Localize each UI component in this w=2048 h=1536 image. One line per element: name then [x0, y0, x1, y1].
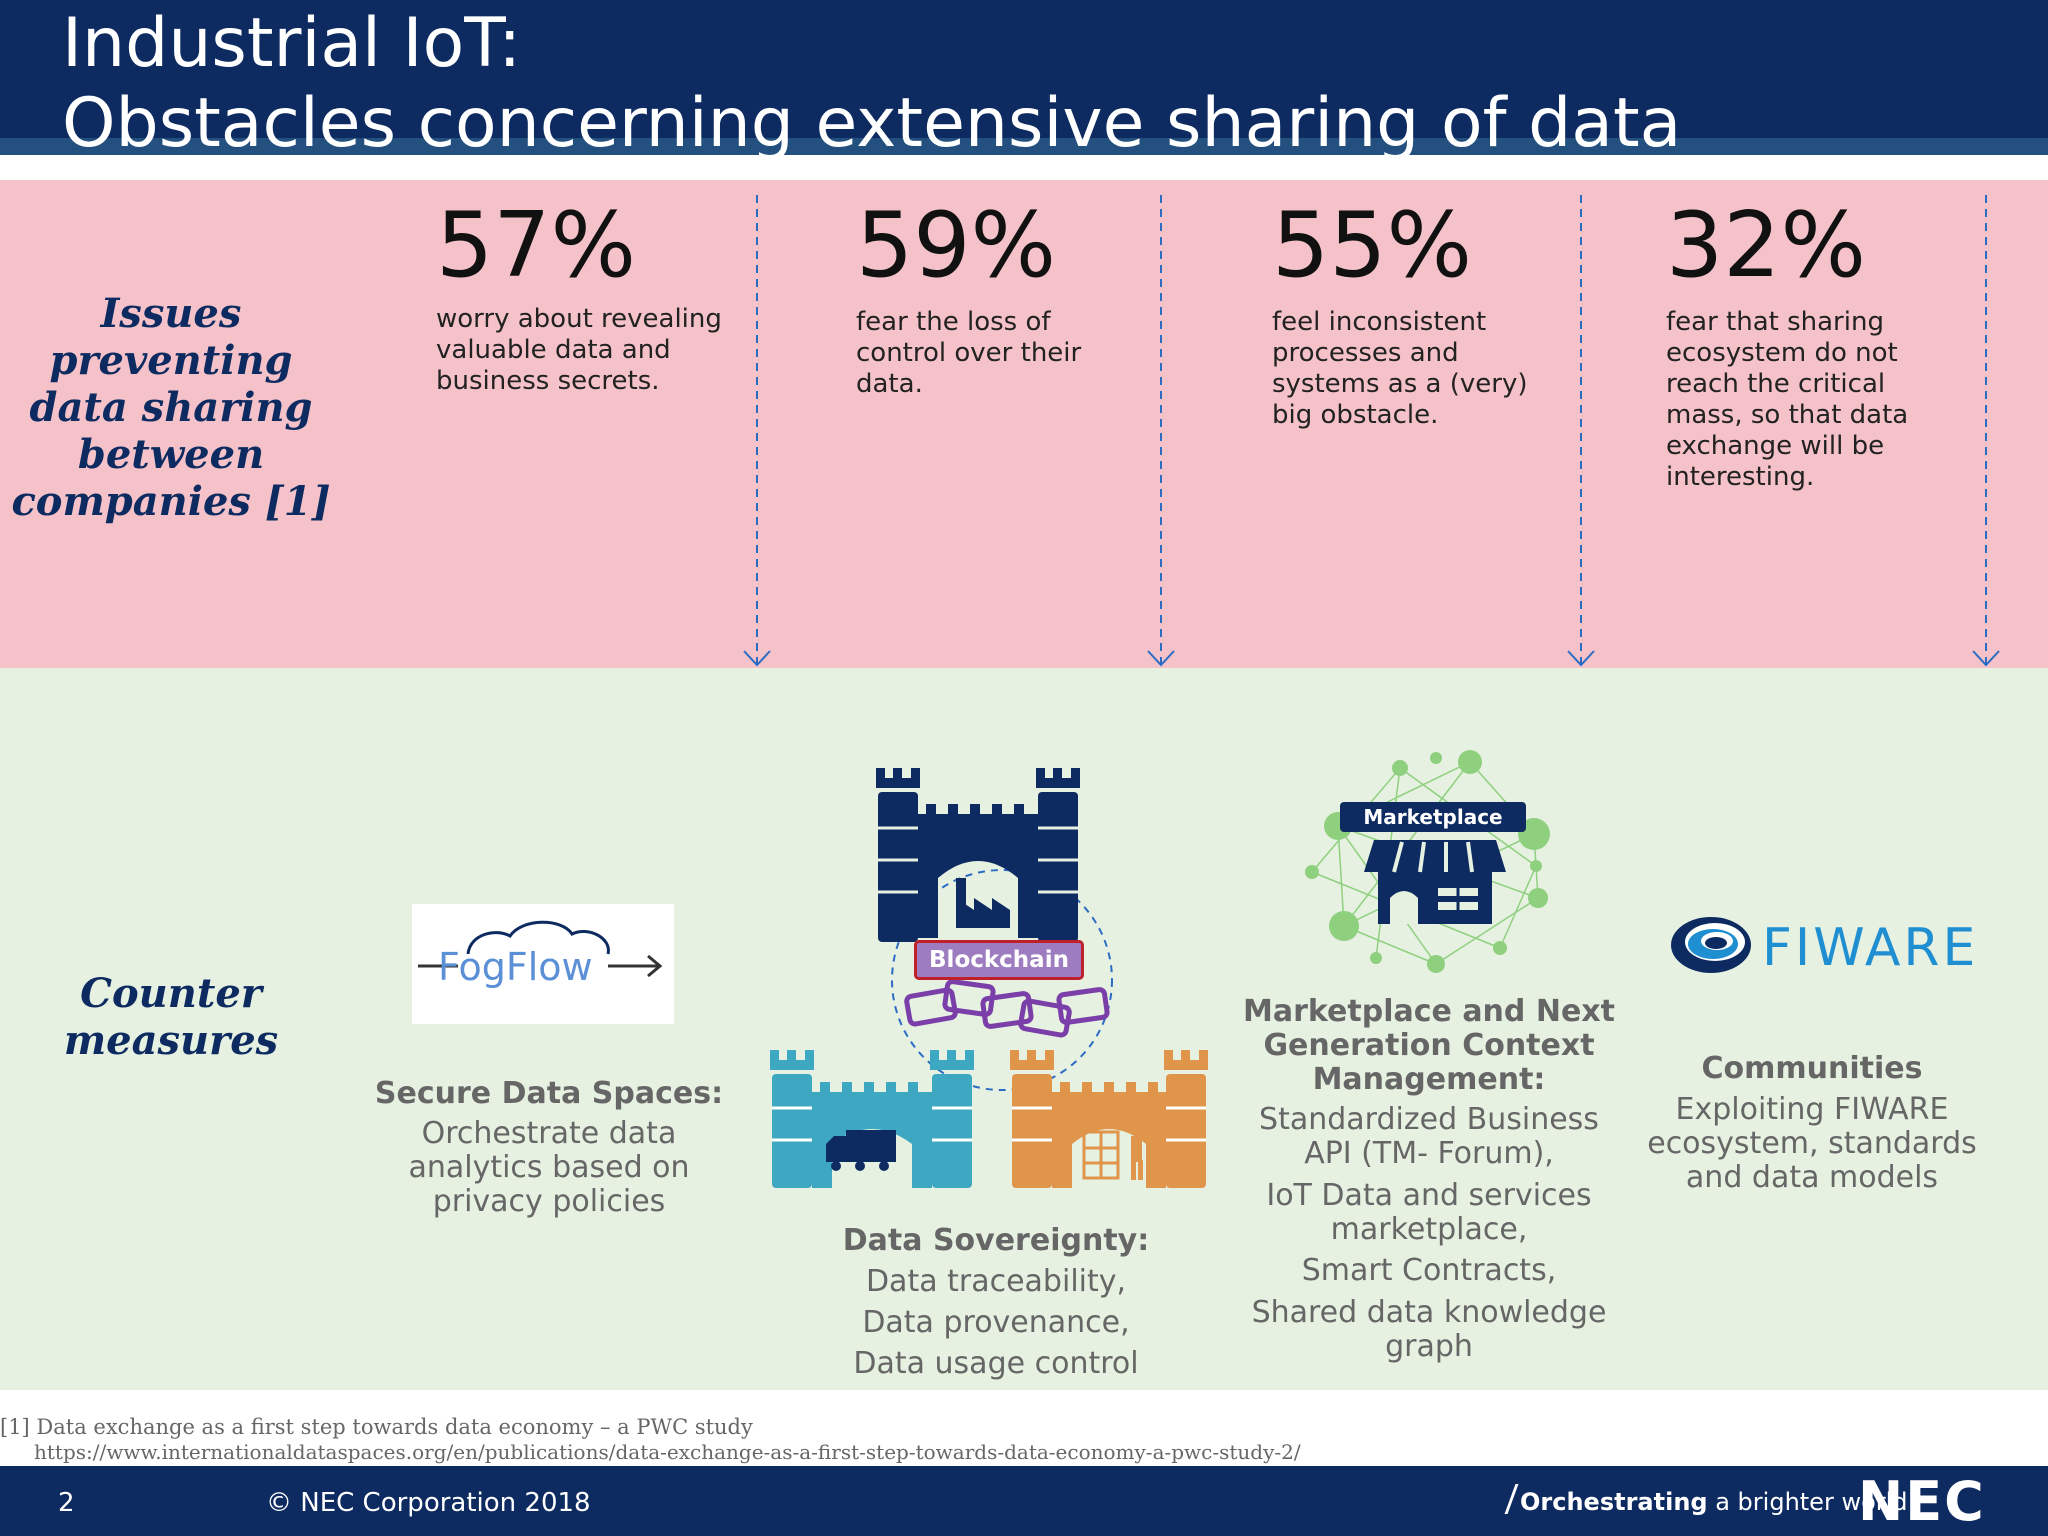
page-number: 2: [58, 1488, 75, 1518]
factory-icon: [956, 898, 1010, 928]
fiware-logo-text: FIWARE: [1762, 918, 1979, 978]
slide-title-line-1: Industrial IoT:: [62, 4, 522, 83]
fogflow-logo: [412, 904, 674, 1024]
title-bar-gap: [0, 155, 2048, 180]
cm-line: Standardized Business: [1259, 1102, 1599, 1137]
chain-icon: [904, 979, 1110, 1038]
nec-logo: NEC: [1858, 1470, 1986, 1533]
cm-line: IoT Data and services: [1266, 1178, 1592, 1213]
footnote-url[interactable]: https://www.internationaldataspaces.org/…: [34, 1440, 1301, 1464]
cm-title-marketplace-line: Management:: [1312, 1062, 1546, 1097]
issues-label: Issues preventing data sharing between c…: [11, 290, 331, 525]
footnote-reference: [1] Data exchange as a first step toward…: [0, 1415, 753, 1439]
castle-icon: [1010, 1050, 1208, 1188]
cm-line: Orchestrate data: [421, 1116, 677, 1151]
blockchain-badge: Blockchain: [914, 940, 1084, 980]
cm-line: and data models: [1685, 1160, 1939, 1195]
stat-value-4: 32%: [1666, 193, 1867, 298]
store-icon: [1364, 840, 1506, 924]
dashed-arrow-dividers: [743, 195, 2000, 667]
stat-value-1: 57%: [436, 193, 637, 298]
stat-text-2: fear the loss of control over their data…: [856, 307, 1082, 399]
stat-text-3: feel inconsistent processes and systems …: [1272, 307, 1528, 430]
tagline: Orchestrating a brighter world: [1520, 1487, 1908, 1517]
cm-title-data-sovereignty: Data Sovereignty:: [842, 1223, 1150, 1258]
fogflow-logo-text: FogFlow: [438, 945, 593, 989]
countermeasures-label: Counter measures: [63, 970, 279, 1064]
copyright: © NEC Corporation 2018: [266, 1488, 591, 1518]
stat-text-4: fear that sharing ecosystem do not reach…: [1666, 307, 1909, 492]
issues-section: [0, 180, 2048, 668]
truck-icon: [826, 1130, 896, 1171]
cm-title-marketplace-line: Generation Context: [1263, 1028, 1595, 1063]
cm-line: Data traceability,: [865, 1264, 1127, 1299]
cm-line: ecosystem, standards: [1647, 1126, 1977, 1161]
footer-bar: [0, 1466, 2048, 1536]
cm-title-communities: Communities: [1701, 1051, 1923, 1086]
fiware-logo: [1671, 917, 1751, 973]
tagline-strong: Orchestrating: [1520, 1488, 1708, 1516]
data-sovereignty-illustration: [770, 768, 1208, 1188]
stat-value-2: 59%: [856, 193, 1057, 298]
cm-line: Data usage control: [853, 1346, 1139, 1381]
castle-icon: [876, 768, 1080, 942]
cm-line: graph: [1385, 1329, 1473, 1364]
tagline-rest: a brighter world: [1707, 1488, 1908, 1516]
stat-text-1: worry about revealing valuable data and …: [436, 304, 722, 396]
marketplace-sign: Marketplace: [1340, 802, 1526, 832]
cm-title-marketplace-line: Marketplace and Next: [1243, 994, 1615, 1029]
cm-line: Data provenance,: [862, 1305, 1130, 1340]
slide-title-line-2: Obstacles concerning extensive sharing o…: [62, 84, 1682, 163]
stat-value-3: 55%: [1272, 193, 1473, 298]
warehouse-worker-icon: [1082, 1130, 1120, 1180]
cm-line: Smart Contracts,: [1301, 1253, 1557, 1288]
cm-line: analytics based on: [408, 1150, 690, 1185]
castle-icon: [770, 1050, 974, 1188]
cm-line: Shared data knowledge: [1251, 1295, 1607, 1330]
cm-title-secure-data-spaces: Secure Data Spaces:: [374, 1076, 724, 1111]
network-icon: [1305, 750, 1550, 973]
cm-line: Exploiting FIWARE: [1675, 1092, 1949, 1127]
title-bar: [0, 0, 2048, 138]
cm-line: marketplace,: [1330, 1212, 1528, 1247]
cm-line: privacy policies: [432, 1184, 666, 1219]
cm-line: API (TM- Forum),: [1304, 1136, 1554, 1171]
